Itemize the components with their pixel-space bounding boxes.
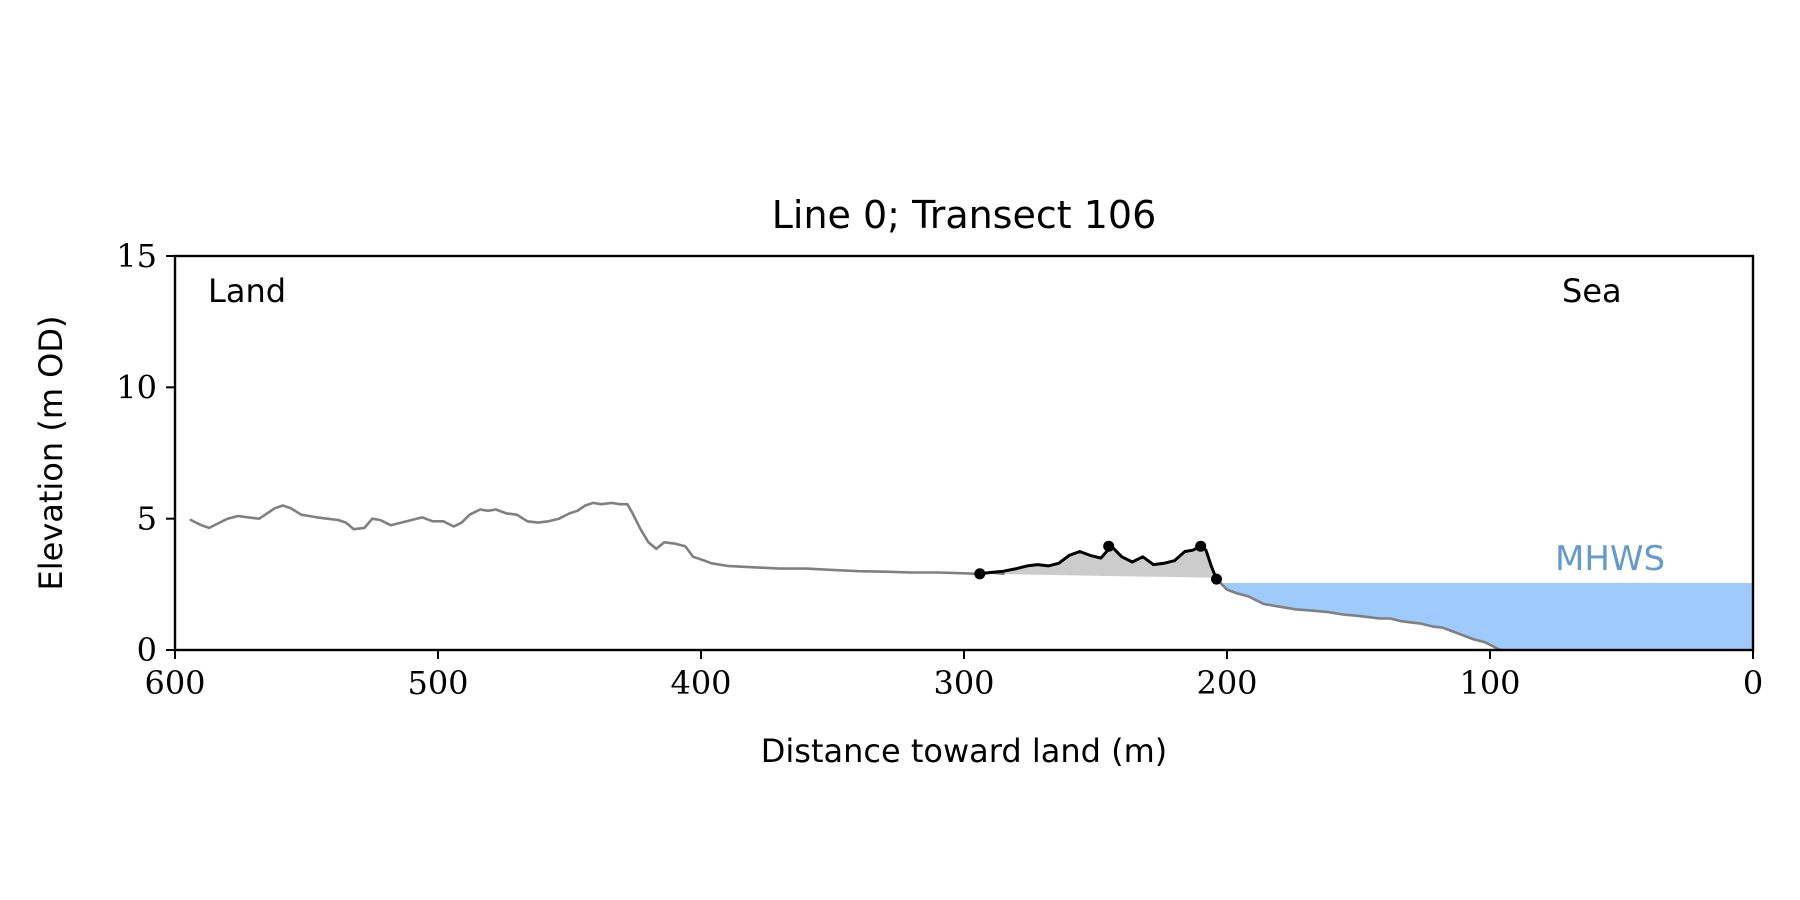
x-tick-label: 600 [144, 664, 205, 702]
foreshore-line [1217, 580, 1502, 652]
y-tick-label: 5 [137, 500, 157, 538]
x-tick-label: 0 [1743, 664, 1763, 702]
dune-fill-layer [979, 546, 1217, 580]
x-tick-label: 400 [670, 664, 731, 702]
y-tick-label: 0 [137, 631, 157, 669]
x-tick-label: 200 [1196, 664, 1257, 702]
profile-line [189, 501, 1005, 576]
y-tick-label: 15 [116, 237, 157, 275]
mhws-water-area [1219, 583, 1753, 650]
chart-text: 600 500 400 300 200 100 0 0 5 10 15 Line 0; Transec… [32, 193, 1763, 770]
dune-seaward-toe-marker [1211, 573, 1222, 585]
mhws-label: MHWS [1555, 539, 1665, 579]
x-tick-label: 500 [407, 664, 468, 702]
axes [166, 254, 1755, 659]
chart-title: Line 0; Transect 106 [772, 193, 1157, 237]
dune-crest-marker [1103, 540, 1115, 552]
dune-toe-marker [974, 568, 986, 580]
y-axis-label: Elevation (m OD) [32, 316, 70, 591]
x-axis-label: Distance toward land (m) [761, 732, 1167, 770]
series-lines [189, 501, 1502, 652]
x-tick-label: 100 [1459, 664, 1520, 702]
y-tick-label: 10 [116, 368, 157, 406]
water-layer [1219, 583, 1753, 650]
dune-fill-area [979, 546, 1217, 580]
marker-layer [974, 540, 1222, 585]
sea-label: Sea [1562, 272, 1622, 310]
x-tick-label: 300 [933, 664, 994, 702]
dune-crest-seaward-marker [1195, 540, 1207, 552]
land-label: Land [208, 272, 286, 310]
